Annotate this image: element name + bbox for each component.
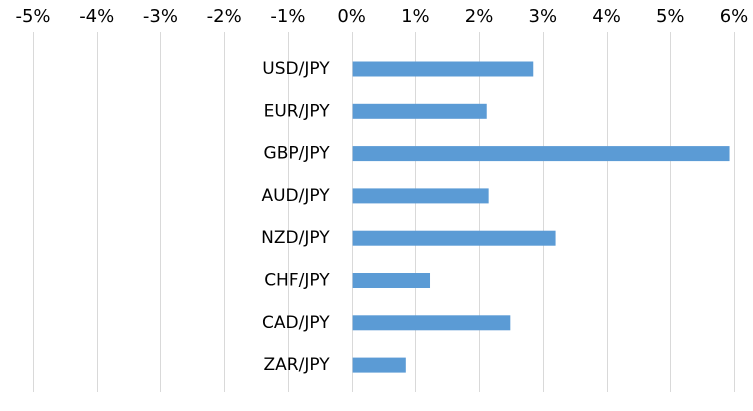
gridlines <box>33 32 735 392</box>
bar-cad-jpy <box>352 315 511 331</box>
bar-gbp-jpy <box>352 146 730 162</box>
x-tick-label: 1% <box>401 6 430 27</box>
bar-nzd-jpy <box>352 230 556 246</box>
x-tick-label: -1% <box>270 6 305 27</box>
bar-chf-jpy <box>352 273 431 288</box>
bar-eur-jpy <box>352 103 487 119</box>
x-tick-label: 6% <box>720 6 749 27</box>
x-tick-label: 0% <box>337 6 366 27</box>
category-label: NZD/JPY <box>261 228 330 248</box>
x-tick-label: 2% <box>465 6 494 27</box>
category-label: ZAR/JPY <box>264 355 331 375</box>
category-label: CAD/JPY <box>262 313 330 333</box>
x-tick-label: -4% <box>79 6 114 27</box>
x-tick-label: -2% <box>207 6 242 27</box>
x-tick-label: 4% <box>592 6 621 27</box>
category-labels: USD/JPY EUR/JPY GBP/JPY AUD/JPY NZD/JPY CHF/J… <box>261 59 330 375</box>
x-tick-label: 5% <box>656 6 685 27</box>
category-label: EUR/JPY <box>264 101 331 121</box>
category-label: USD/JPY <box>262 59 330 79</box>
x-tick-label: 3% <box>529 6 558 27</box>
bar-usd-jpy <box>352 61 534 77</box>
category-label: AUD/JPY <box>261 186 330 206</box>
category-label: GBP/JPY <box>264 144 331 164</box>
x-tick-label: -3% <box>143 6 178 27</box>
x-axis-ticks: -5% -4% -3% -2% -1% 0% 1% 2% 3% 4% 5% 6% <box>15 6 748 27</box>
bar-zar-jpy <box>352 357 406 373</box>
bars <box>352 61 730 373</box>
category-label: CHF/JPY <box>264 271 330 291</box>
x-tick-label: -5% <box>15 6 50 27</box>
bar-aud-jpy <box>352 188 489 204</box>
